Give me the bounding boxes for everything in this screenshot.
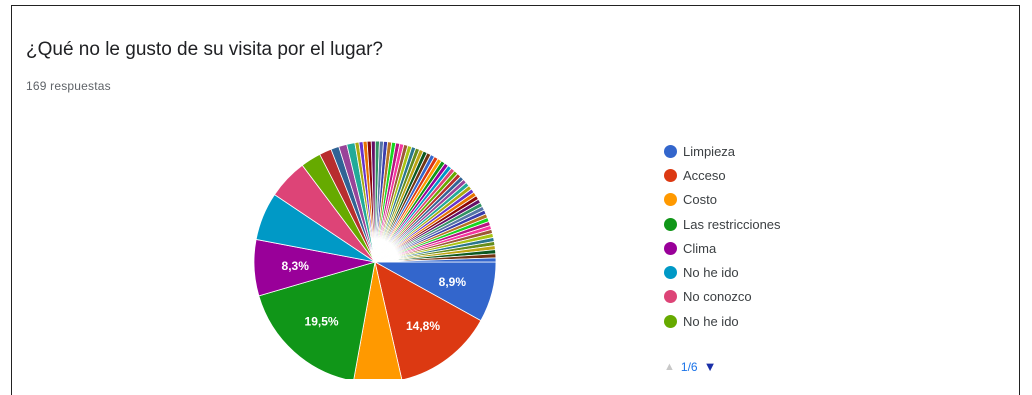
pie-slice (374, 257, 497, 263)
legend-item: No he ido (664, 309, 781, 333)
legend-swatch (664, 241, 677, 255)
legend-pager: ▲ 1/6 ▼ (664, 359, 716, 374)
legend-item: Las restricciones (664, 212, 781, 236)
legend-item: Limpieza (664, 139, 781, 163)
chart-card (11, 5, 1020, 395)
legend-swatch (664, 290, 677, 304)
slice-percent-label: 14,8% (406, 319, 440, 333)
previous-page-icon[interactable]: ▲ (664, 360, 675, 373)
legend-label: No he ido (683, 313, 739, 329)
legend-swatch (664, 266, 677, 280)
page-indicator: 1/6 (680, 359, 698, 374)
legend-label: Las restricciones (683, 216, 781, 232)
legend-item: No he ido (664, 260, 781, 284)
legend-item: Costo (664, 188, 781, 212)
pie-slice (353, 261, 403, 379)
legend-item: Acceso (664, 163, 781, 187)
legend-item: Clima (664, 236, 781, 260)
legend-label: Limpieza (683, 143, 736, 159)
legend-swatch (664, 168, 677, 182)
pie-chart: 8,9% 14,8% 19,5% 8,3% (253, 140, 497, 379)
slice-percent-label: 8,9% (439, 275, 467, 289)
legend-label: Acceso (683, 167, 726, 183)
legend-swatch (664, 314, 677, 328)
question-title: ¿Qué no le gusto de su visita por el lug… (26, 39, 383, 60)
next-page-icon[interactable]: ▼ (703, 359, 717, 374)
legend-label: Costo (683, 192, 717, 208)
slice-percent-label: 8,3% (282, 259, 310, 273)
legend-label: No conozco (683, 289, 752, 305)
legend-swatch (664, 217, 677, 231)
legend-label: No he ido (683, 265, 739, 281)
legend-swatch (664, 144, 677, 158)
slice-percent-label: 19,5% (305, 314, 339, 328)
legend-swatch (664, 193, 677, 207)
response-count: 169 respuestas (26, 79, 111, 93)
legend-label: Clima (683, 240, 717, 256)
legend-item: No conozco (664, 285, 781, 309)
legend: Limpieza Acceso Costo Las restricciones Clim… (664, 139, 781, 333)
